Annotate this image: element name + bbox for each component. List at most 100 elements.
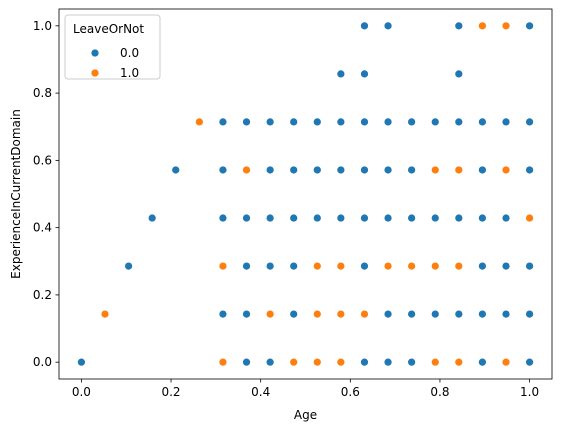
data-point-series-0-57 xyxy=(478,357,487,367)
y-axis-title: ExperienceInCurrentDomain xyxy=(9,109,23,279)
data-point-series-0-42 xyxy=(383,21,393,31)
x-tick-label-2: 0.4 xyxy=(251,385,270,399)
legend-entries: 0.01.0 xyxy=(90,46,139,80)
data-point-series-0-51 xyxy=(430,117,440,127)
data-point-series-1-20 xyxy=(454,261,464,271)
data-point-series-0-65 xyxy=(501,213,511,223)
data-point-series-0-9 xyxy=(242,309,251,319)
data-point-series-1-23 xyxy=(501,357,511,367)
legend-title: LeaveOrNot xyxy=(73,22,144,36)
data-point-series-1-16 xyxy=(430,357,440,367)
data-point-series-0-22 xyxy=(289,117,299,127)
y-axis: 0.0 0.2 0.4 0.6 0.8 1.0 xyxy=(33,19,59,369)
data-point-series-0-21 xyxy=(289,165,299,175)
data-point-series-1-9 xyxy=(312,261,322,271)
data-point-series-0-43 xyxy=(407,357,417,367)
data-point-series-0-60 xyxy=(478,213,487,223)
x-tick-label-5: 1.0 xyxy=(520,385,539,399)
x-tick-label-1: 0.2 xyxy=(161,385,180,399)
x-tick-label-3: 0.6 xyxy=(341,385,360,399)
data-point-series-1-26 xyxy=(525,213,534,223)
data-point-series-0-52 xyxy=(454,309,464,319)
data-point-series-0-13 xyxy=(265,357,275,367)
data-point-series-0-30 xyxy=(360,357,369,367)
data-point-series-1-12 xyxy=(336,261,346,271)
data-point-series-0-14 xyxy=(265,261,275,271)
data-point-series-0-27 xyxy=(336,165,346,175)
data-point-series-0-39 xyxy=(383,213,393,223)
legend: LeaveOrNot 0.01.0 xyxy=(64,14,161,80)
data-point-series-1-4 xyxy=(242,165,251,175)
data-point-series-0-7 xyxy=(218,117,228,127)
data-point-series-0-71 xyxy=(525,117,534,127)
data-point-series-0-12 xyxy=(242,117,251,127)
data-point-series-1-11 xyxy=(336,309,346,319)
data-point-series-1-15 xyxy=(407,261,417,271)
data-point-series-0-54 xyxy=(454,117,464,127)
data-point-series-1-25 xyxy=(501,21,511,31)
data-point-series-1-19 xyxy=(454,357,464,367)
data-point-series-0-56 xyxy=(454,21,464,31)
data-point-series-1-2 xyxy=(218,357,228,367)
data-point-series-0-16 xyxy=(265,165,275,175)
data-point-series-0-8 xyxy=(242,357,251,367)
data-point-series-0-17 xyxy=(265,117,275,127)
data-point-series-0-62 xyxy=(478,117,487,127)
x-tick-label-4: 0.8 xyxy=(430,385,449,399)
legend-marker-0 xyxy=(90,48,100,58)
data-point-series-0-63 xyxy=(501,309,511,319)
legend-label-1: 1.0 xyxy=(120,66,139,80)
data-point-series-0-58 xyxy=(478,309,487,319)
data-point-series-0-46 xyxy=(407,213,417,223)
data-point-series-0-72 xyxy=(525,21,534,31)
data-point-series-0-2 xyxy=(147,213,157,223)
y-tick-label-0: 0.0 xyxy=(33,355,52,369)
data-point-series-1-8 xyxy=(312,309,322,319)
x-axis-title: Age xyxy=(294,408,317,422)
data-point-series-0-19 xyxy=(289,261,299,271)
data-point-series-0-69 xyxy=(525,261,534,271)
y-tick-label-3: 0.6 xyxy=(33,153,52,167)
data-point-series-0-48 xyxy=(407,117,417,127)
data-point-series-0-28 xyxy=(336,117,346,127)
data-point-series-1-0 xyxy=(100,309,110,319)
data-point-series-0-38 xyxy=(383,309,393,319)
data-point-series-0-37 xyxy=(383,357,393,367)
data-point-series-1-1 xyxy=(194,117,204,127)
data-point-series-0-15 xyxy=(265,213,275,223)
y-tick-label-4: 0.8 xyxy=(33,86,52,100)
data-point-series-0-31 xyxy=(360,261,369,271)
data-point-series-0-0 xyxy=(77,357,86,367)
data-point-series-0-55 xyxy=(454,69,464,79)
data-point-series-1-5 xyxy=(265,309,275,319)
data-point-series-0-53 xyxy=(454,213,464,223)
data-point-series-0-32 xyxy=(360,213,369,223)
data-point-series-0-50 xyxy=(430,213,440,223)
data-point-series-0-4 xyxy=(218,309,228,319)
data-point-series-0-11 xyxy=(242,213,251,223)
data-point-series-0-5 xyxy=(218,213,228,223)
x-axis: 0.0 0.2 0.4 0.6 0.8 1.0 xyxy=(72,379,539,399)
legend-marker-1 xyxy=(90,68,100,78)
data-point-series-0-36 xyxy=(360,21,369,31)
data-point-series-0-59 xyxy=(478,261,487,271)
data-point-series-1-21 xyxy=(454,165,464,175)
y-tick-label-2: 0.4 xyxy=(33,221,52,235)
data-point-series-1-7 xyxy=(312,357,322,367)
x-tick-label-0: 0.0 xyxy=(72,385,91,399)
data-point-series-0-44 xyxy=(407,309,417,319)
data-point-series-0-25 xyxy=(312,117,322,127)
data-point-series-0-61 xyxy=(478,165,487,175)
data-point-series-0-24 xyxy=(312,165,322,175)
data-point-series-1-24 xyxy=(501,165,511,175)
data-point-series-0-67 xyxy=(525,357,534,367)
data-point-series-0-64 xyxy=(501,261,511,271)
data-point-series-0-1 xyxy=(124,261,133,271)
data-point-series-0-41 xyxy=(383,117,393,127)
data-point-series-0-29 xyxy=(336,69,346,79)
data-point-series-1-3 xyxy=(218,261,228,271)
data-point-series-0-10 xyxy=(242,261,251,271)
plot-frame xyxy=(58,8,553,380)
data-point-series-0-66 xyxy=(501,117,511,127)
